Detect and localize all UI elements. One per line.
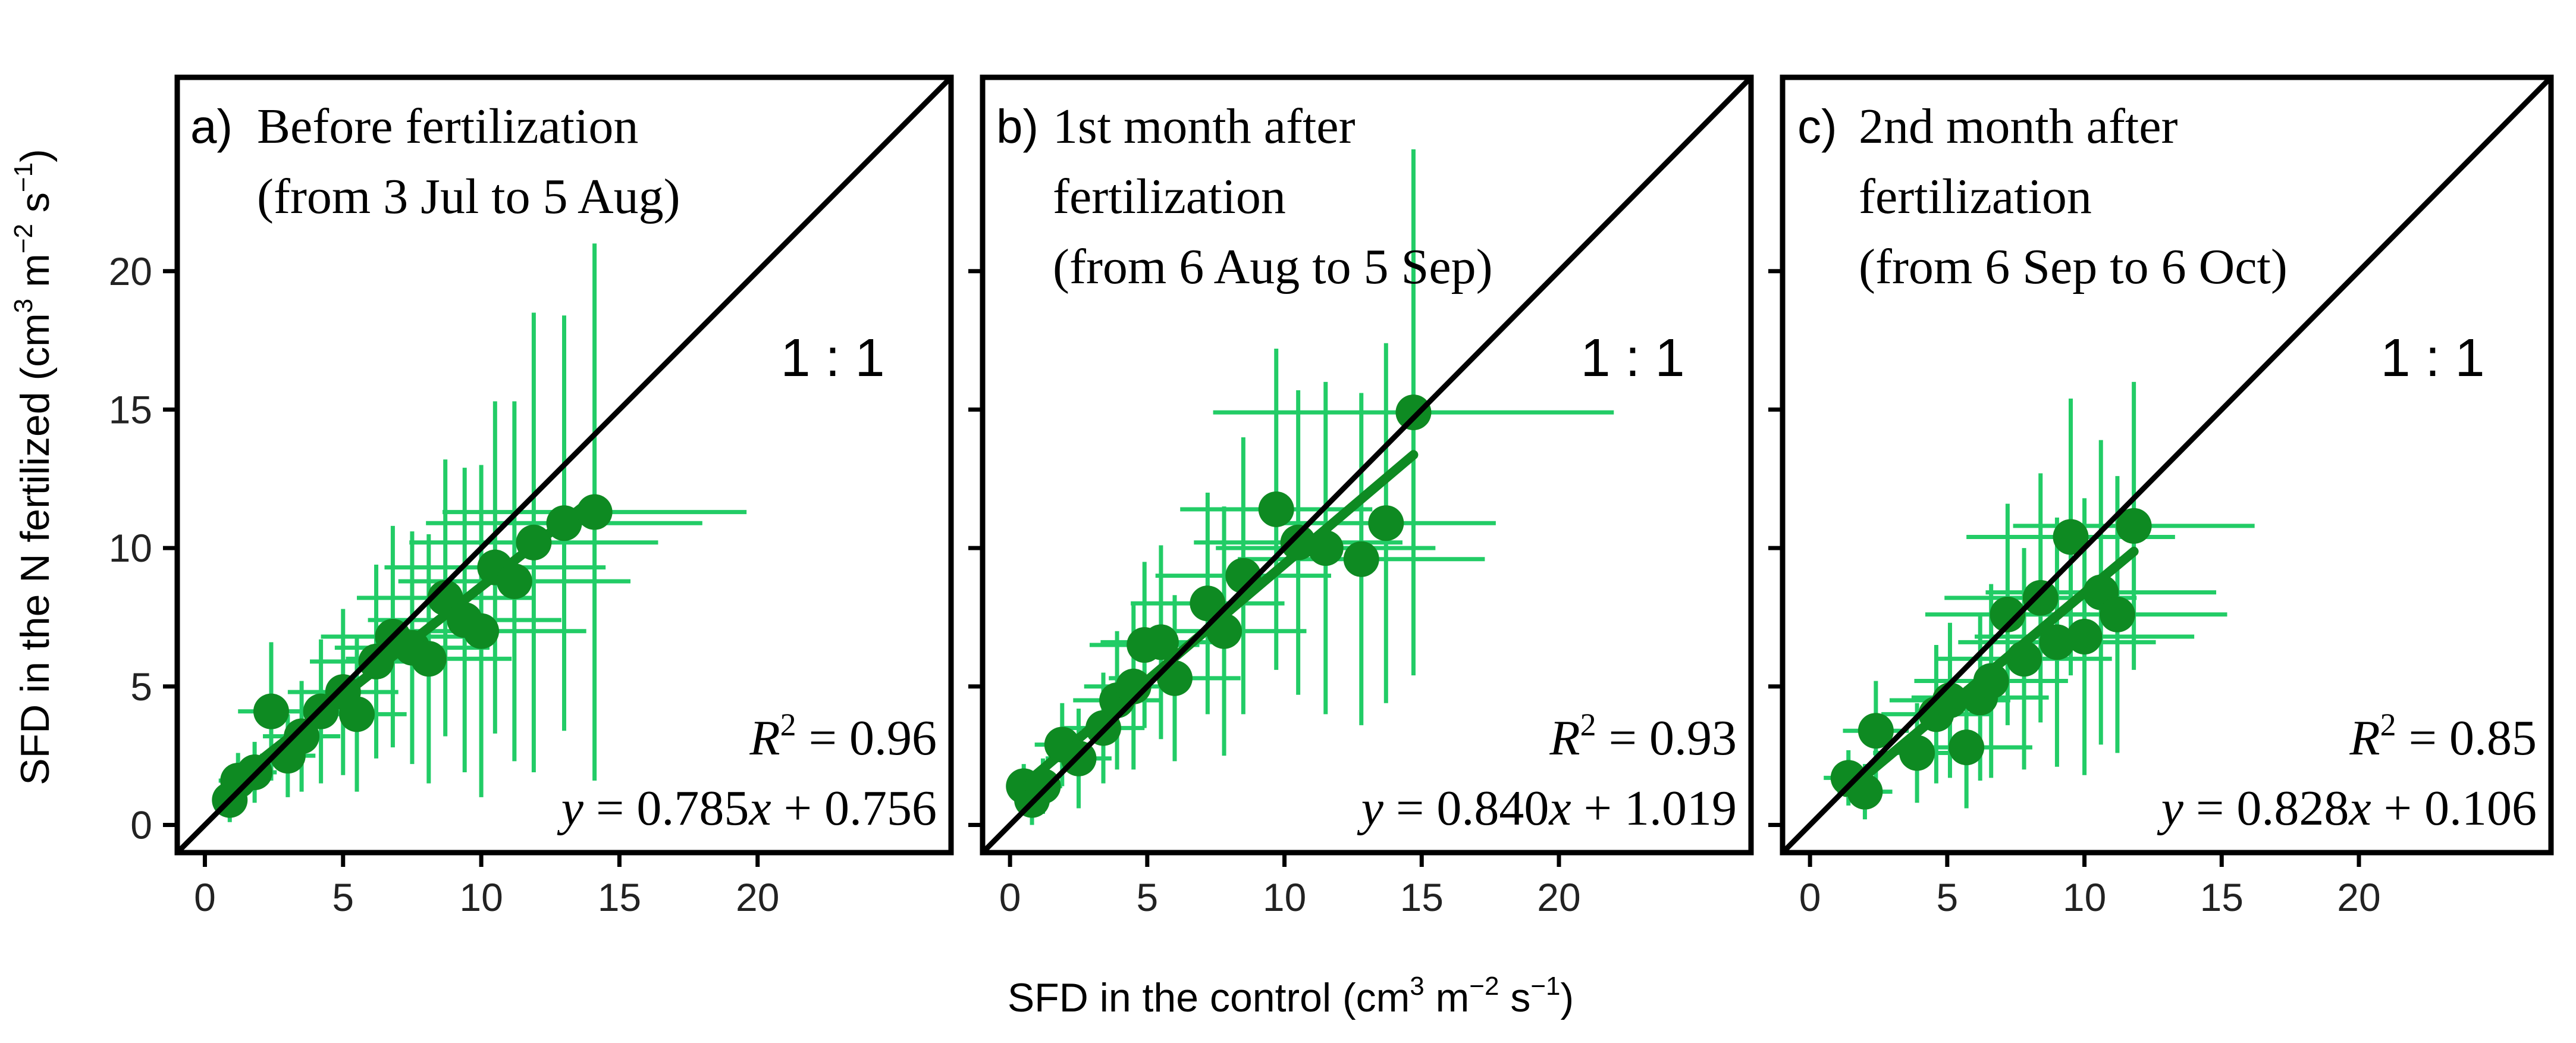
panel-c-point-8 (1973, 663, 2009, 699)
panel-a-marks (175, 75, 953, 855)
panel-b-point-13 (1225, 557, 1262, 594)
panel-b-xtick-label-0: 0 (999, 875, 1021, 919)
panel-b-title-line-3: (from 6 Aug to 5 Sep) (1053, 239, 1493, 295)
panel-b-frame (980, 74, 1754, 856)
panel-b-point-16 (1307, 530, 1344, 566)
panel-a-one-to-one-line (175, 75, 953, 855)
panel-a-point-17 (496, 563, 532, 599)
panel-c-point-10 (2006, 641, 2042, 677)
panel-b-point-15 (1280, 524, 1316, 560)
panel-a-frame (174, 74, 954, 856)
panel-b-xtick-label-5: 5 (1136, 875, 1158, 919)
panel-c-xtick-label-20: 20 (2337, 875, 2380, 919)
panel-a-point-20 (576, 494, 613, 530)
panel-c-label: c) (1797, 100, 1837, 153)
panel-b-label: b) (996, 100, 1038, 153)
panel-c-title-line-1: 2nd month after (1859, 99, 2178, 154)
panel-a-xtick-label-15: 15 (598, 875, 641, 919)
panel-c-marks (1780, 75, 2553, 855)
panel-a-xtick-label-0: 0 (194, 875, 216, 919)
panel-b-xtick-label-15: 15 (1400, 875, 1444, 919)
panel-c-title-line-2: fertilization (1859, 169, 2092, 224)
panel-c-point-17 (2116, 508, 2152, 544)
panel-c-equation: y = 0.828x + 0.106 (2157, 781, 2537, 836)
panel-b-r2: R2 = 0.93 (1549, 707, 1737, 766)
panel-a-ytick-label-20: 20 (109, 249, 152, 293)
panel-b: b) 1st month after fertilization (from 6… (968, 74, 1754, 919)
panel-b-point-17 (1343, 541, 1379, 577)
panel-b-one-to-one-line (980, 75, 1753, 855)
panel-b-point-18 (1368, 505, 1404, 541)
panel-c-point-11 (2022, 580, 2059, 616)
panel-a-xtick-label-20: 20 (736, 875, 779, 919)
panel-b-point-10 (1157, 660, 1193, 696)
panel-c-point-12 (2039, 624, 2075, 660)
panel-c: c) 2nd month after fertilization (from 6… (1768, 74, 2554, 919)
panel-b-point-14 (1258, 491, 1294, 527)
x-axis-title: SFD in the control (cm3 m−2 s−1) (1008, 972, 1574, 1020)
panel-a-ytick-label-5: 5 (130, 665, 152, 709)
panel-a-point-5 (284, 718, 320, 754)
panel-c-one-to-one-label: 1 : 1 (2380, 328, 2484, 388)
panel-b-xtick-label-20: 20 (1537, 875, 1580, 919)
panel-c-point-9 (1990, 596, 2026, 632)
panel-b-point-19 (1395, 394, 1432, 431)
panel-a-title-line-1: Before fertilization (257, 99, 638, 154)
panel-b-point-7 (1115, 668, 1151, 704)
panel-a-xtick-label-5: 5 (332, 875, 354, 919)
panel-a-xtick-label-10: 10 (459, 875, 503, 919)
panel-a-point-18 (516, 524, 552, 560)
panel-c-r2: R2 = 0.85 (2349, 707, 2537, 766)
panel-a-ytick-label-0: 0 (130, 803, 152, 847)
panel-a-ytick-label-10: 10 (109, 526, 152, 570)
panel-a: a) Before fertilization (from 3 Jul to 5… (109, 74, 954, 919)
panel-c-point-6 (1949, 729, 1985, 766)
panel-b-title-line-2: fertilization (1053, 169, 1286, 224)
panel-c-point-13 (2053, 519, 2089, 555)
panel-a-point-12 (410, 641, 447, 677)
panel-c-title-line-3: (from 6 Sep to 6 Oct) (1859, 239, 2288, 295)
panel-b-equation: y = 0.840x + 1.019 (1357, 781, 1737, 836)
panel-a-point-8 (339, 696, 375, 732)
panel-b-xtick-label-10: 10 (1263, 875, 1306, 919)
panel-c-one-to-one-line (1780, 75, 2553, 855)
panel-c-xtick-label-0: 0 (1799, 875, 1821, 919)
panel-c-point-3 (1899, 735, 1935, 771)
panel-c-point-16 (2099, 596, 2135, 632)
panel-c-point-14 (2066, 619, 2103, 655)
panel-a-equation: y = 0.785x + 0.756 (557, 781, 937, 836)
panel-a-point-15 (463, 613, 500, 649)
panel-b-point-9 (1143, 624, 1179, 660)
panel-c-xtick-label-15: 15 (2200, 875, 2244, 919)
panel-b-point-12 (1206, 613, 1242, 649)
panel-a-one-to-one-label: 1 : 1 (780, 328, 884, 388)
panel-a-r2: R2 = 0.96 (749, 707, 937, 766)
panel-a-ytick-label-15: 15 (109, 387, 152, 431)
panel-b-title-line-1: 1st month after (1053, 99, 1356, 154)
panel-c-xtick-label-10: 10 (2063, 875, 2106, 919)
panel-b-one-to-one-label: 1 : 1 (1580, 328, 1684, 388)
panel-a-title-line-2: (from 3 Jul to 5 Aug) (257, 169, 680, 224)
panel-a-point-19 (546, 505, 582, 541)
panel-c-point-2 (1858, 713, 1894, 749)
y-axis-title: SFD in the N fertilized (cm3 m−2 s−1) (9, 149, 58, 785)
panel-a-point-3 (253, 693, 289, 729)
panel-c-frame (1780, 74, 2554, 856)
panel-b-point-2 (1025, 768, 1061, 804)
panel-c-point-1 (1847, 773, 1883, 810)
panel-b-marks (980, 75, 1753, 855)
panel-a-label: a) (190, 100, 233, 153)
panel-c-point-5 (1932, 682, 1968, 719)
panel-c-xtick-label-5: 5 (1936, 875, 1958, 919)
panel-b-point-11 (1190, 585, 1226, 622)
